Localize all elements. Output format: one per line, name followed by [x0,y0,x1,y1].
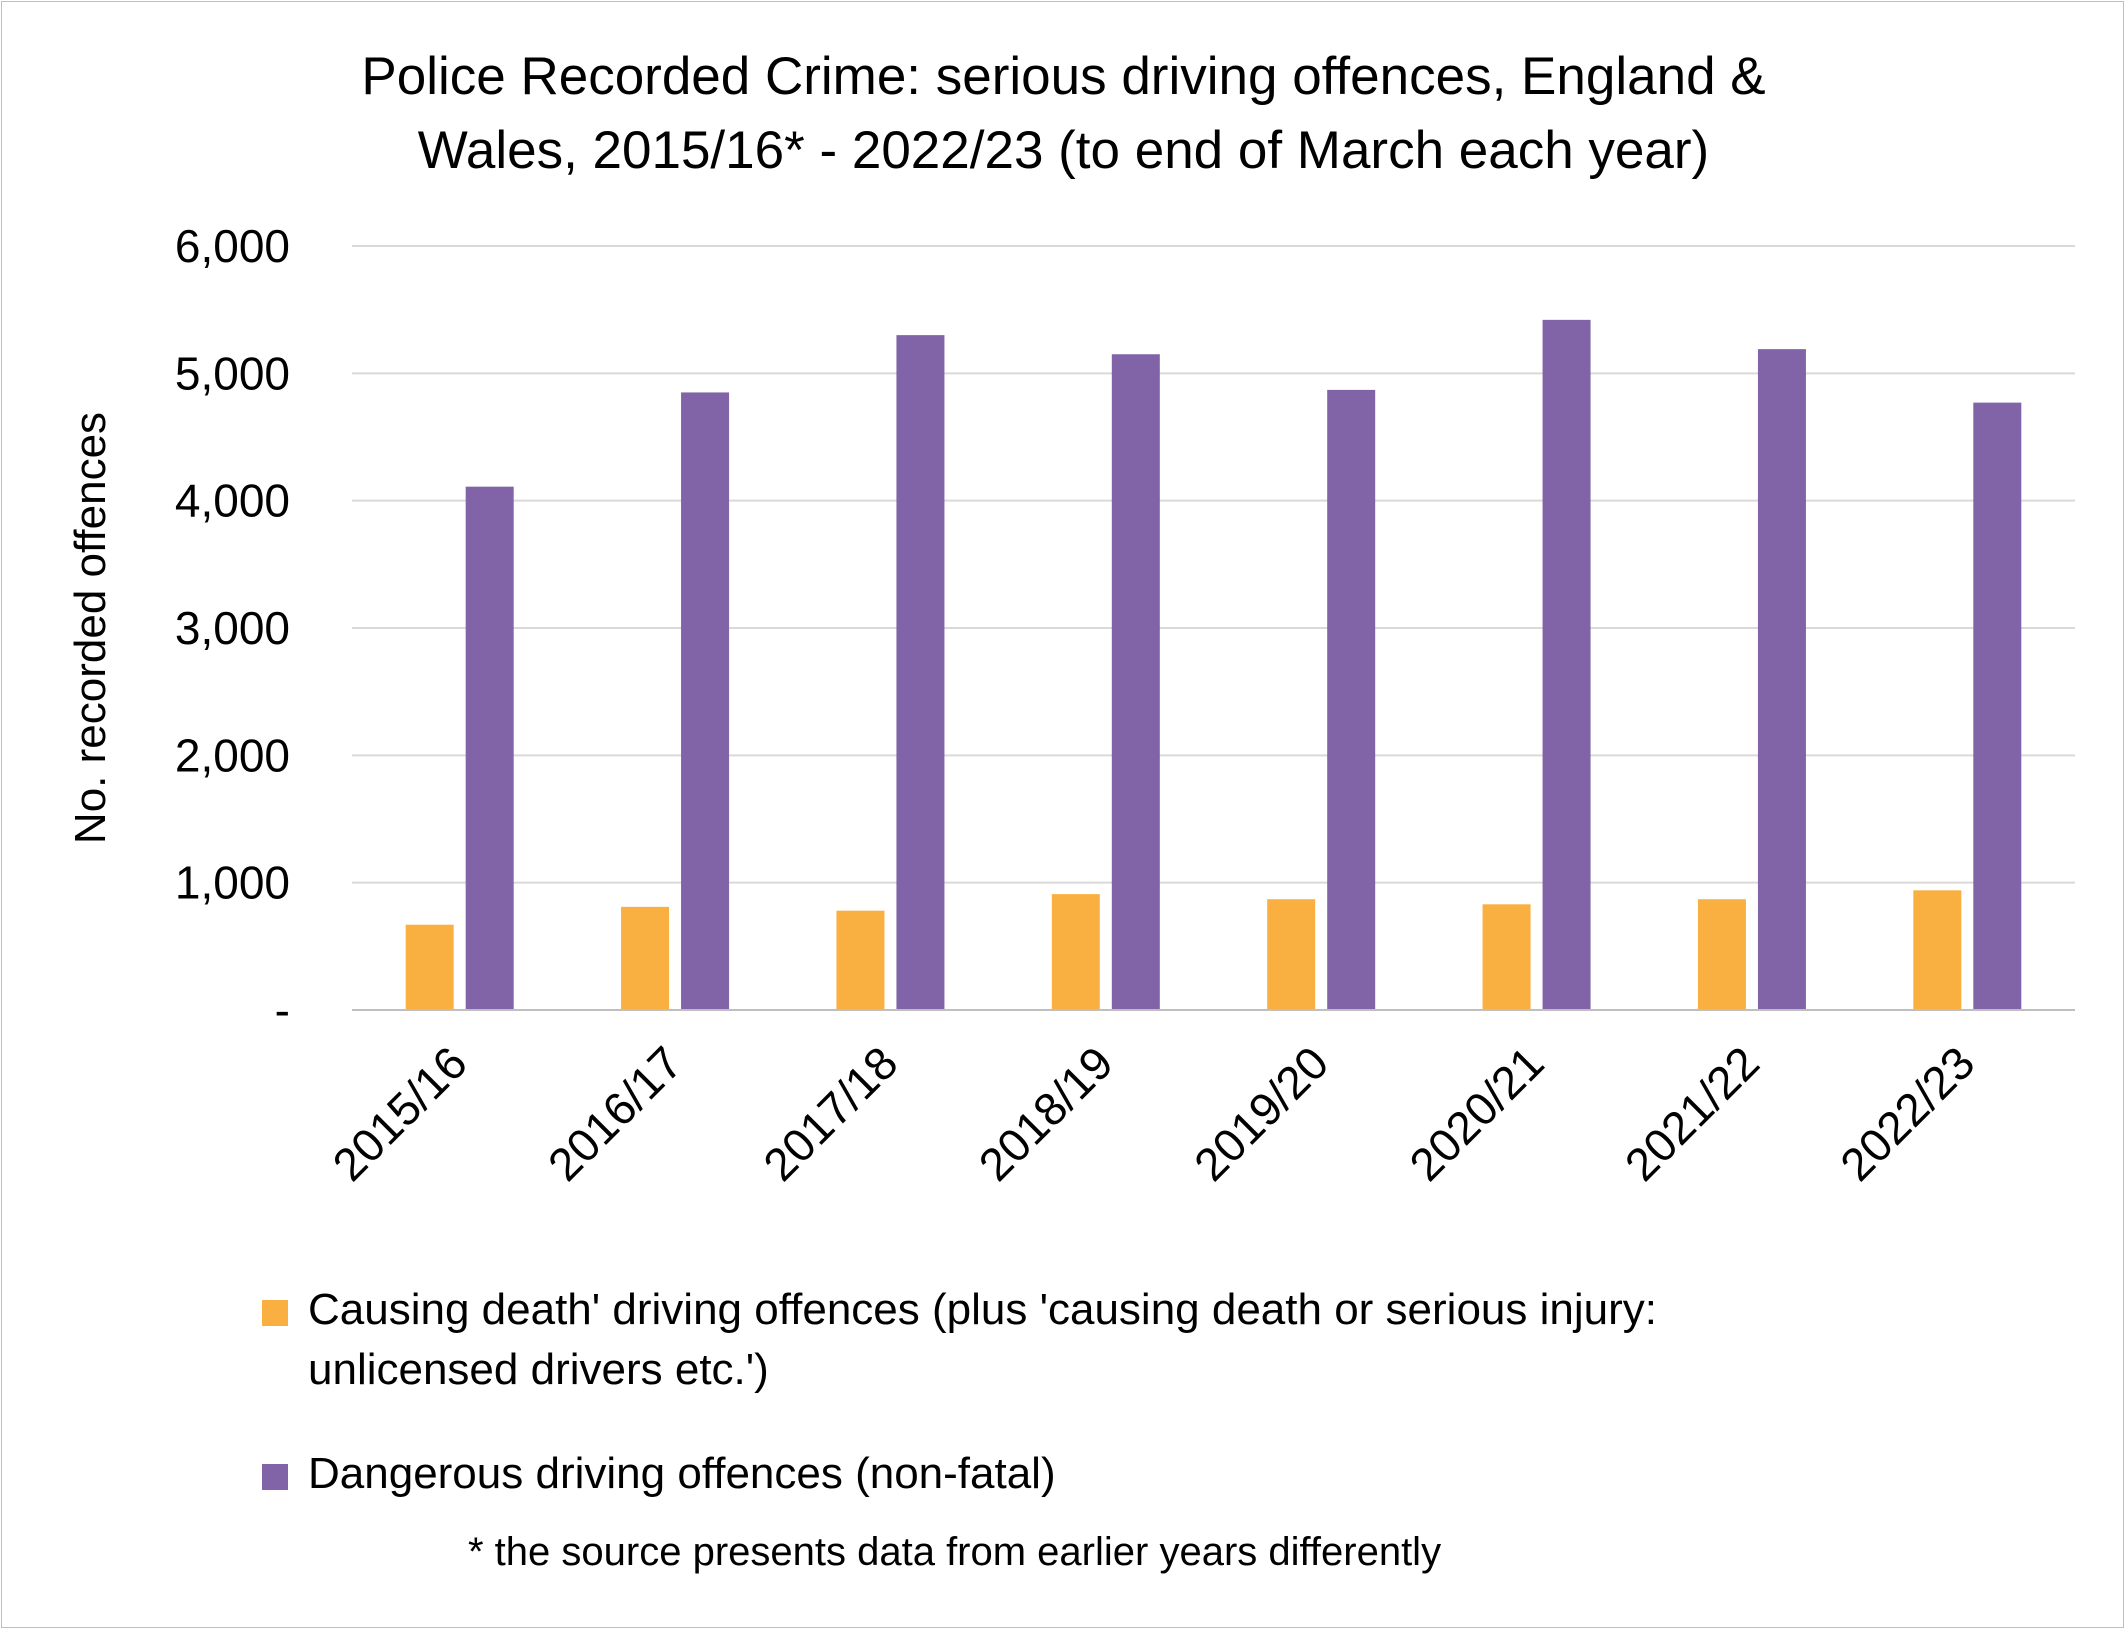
legend-label-causing-death: Causing death' driving offences (plus 'c… [308,1280,2008,1400]
legend-swatch-dangerous-driving [262,1464,288,1490]
y-tick-label-6: 6,000 [175,220,290,272]
bar-s0-7 [1913,890,1962,1010]
bar-s1-3 [1111,354,1160,1010]
bar-s0-0 [405,924,454,1010]
y-tick-label-4: 4,000 [175,475,290,527]
bar-s0-2 [836,910,885,1010]
bar-s0-5 [1482,904,1531,1010]
x-tick-label-1: 2016/17 [538,1036,692,1190]
legend-item-causing-death: Causing death' driving offences (plus 'c… [262,1280,2008,1400]
legend-label-dangerous-driving: Dangerous driving offences (non-fatal) [308,1449,1056,1498]
bar-chart: - 1,000 2,000 3,000 4,000 5,000 6,000 2015/16 20… [66,220,2075,1191]
x-tick-label-4: 2019/20 [1184,1036,1338,1190]
footnote: * the source presents data from earlier … [468,1530,1442,1574]
bar-s1-4 [1327,389,1376,1010]
y-tick-label-3: 3,000 [175,602,290,654]
y-tick-label-0: - [275,984,290,1036]
bar-s1-7 [1973,402,2022,1010]
x-tick-label-6: 2021/22 [1615,1036,1769,1190]
bar-s1-0 [465,486,514,1010]
y-axis-label: No. recorded offences [66,412,115,844]
bar-s0-1 [621,906,670,1010]
y-tick-label-1: 1,000 [175,857,290,909]
legend-label-causing-death-line-1: Causing death' driving offences (plus 'c… [308,1285,1657,1334]
bar-s0-4 [1267,899,1316,1010]
bar-s1-6 [1757,349,1806,1010]
x-tick-label-2: 2017/18 [753,1036,907,1190]
x-tick-label-0: 2015/16 [322,1036,476,1190]
x-tick-label-3: 2018/19 [969,1036,1123,1190]
chart-title-line-1: Police Recorded Crime: serious driving o… [361,47,1766,106]
chart-title: Police Recorded Crime: serious driving o… [0,40,2127,188]
legend-swatch-causing-death [262,1300,288,1326]
bar-s1-5 [1542,319,1591,1010]
bar-s0-3 [1051,894,1100,1010]
bar-s1-1 [681,392,730,1010]
x-tick-label-7: 2022/23 [1830,1036,1984,1190]
y-tick-label-2: 2,000 [175,729,290,781]
x-tick-label-5: 2020/21 [1399,1036,1553,1190]
y-tick-label-5: 5,000 [175,347,290,399]
legend-item-dangerous-driving: Dangerous driving offences (non-fatal) [262,1444,2008,1504]
bar-s0-6 [1697,899,1746,1010]
legend-label-causing-death-line-2: unlicensed drivers etc.') [308,1345,769,1394]
chart-title-line-2: Wales, 2015/16* - 2022/23 (to end of Mar… [417,121,1710,180]
bar-s1-2 [896,335,945,1011]
